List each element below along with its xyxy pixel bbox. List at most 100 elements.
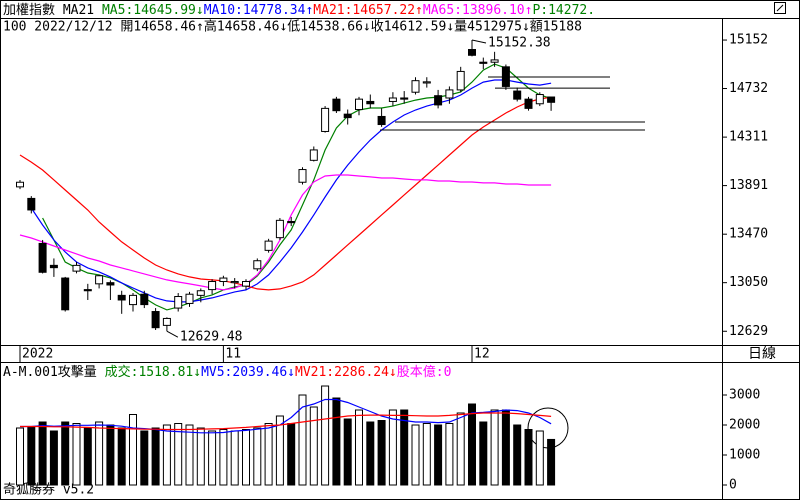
period-label[interactable]: 日線 — [748, 346, 776, 362]
candle-body — [434, 95, 443, 106]
volume-bar — [117, 427, 126, 486]
header-segment: 股本億:0 — [397, 364, 452, 380]
y-tick-label: 12629 — [729, 324, 768, 339]
volume-bar — [49, 430, 58, 486]
candle-body — [49, 264, 58, 269]
candle-body — [298, 169, 307, 183]
volume-bar — [140, 430, 149, 486]
candle-body — [106, 282, 115, 286]
candle-body — [388, 97, 397, 102]
volume-bar — [230, 430, 239, 486]
candle-body — [253, 260, 262, 270]
candle-body — [72, 264, 81, 272]
candle-body — [129, 294, 137, 306]
candle-body — [16, 181, 24, 188]
volume-bar — [321, 385, 330, 486]
annotation-leader — [471, 39, 487, 44]
volume-bar — [343, 418, 352, 486]
header-segment: 加權指數 MA21 — [3, 3, 102, 18]
y-tick-label: 13891 — [729, 178, 768, 193]
candle-body — [242, 281, 250, 287]
candle-body — [411, 80, 420, 93]
candle-body — [479, 61, 488, 64]
volume-bar — [196, 427, 205, 486]
volume-bar — [129, 414, 137, 486]
moving-average-line — [20, 398, 552, 434]
candle-body — [230, 281, 239, 284]
candle-body — [445, 89, 454, 99]
x-tick-label: 2022 — [22, 347, 53, 362]
header-segment: MA10:14778.34↑ — [204, 3, 314, 18]
window-button-icon — [776, 4, 784, 12]
y-tick-label: 13470 — [729, 227, 768, 242]
header-segment: MA21:14657.22↑ — [313, 3, 423, 18]
moving-average-line — [19, 174, 552, 291]
candle-body — [332, 98, 341, 112]
header-segment: MA65:13896.10↑ — [423, 3, 533, 18]
candle-body — [468, 49, 476, 56]
x-tick-label: 12 — [474, 347, 490, 362]
volume-bar — [16, 427, 24, 486]
candle-body — [140, 293, 149, 306]
volume-bar — [332, 397, 341, 486]
y-tick-label: 1000 — [729, 448, 760, 463]
volume-bar — [547, 438, 556, 486]
volume-bar — [38, 421, 47, 486]
volume-bar — [400, 409, 409, 486]
header: A-M.001攻擊量 成交:1518.81↓MV5:2039.46↓MV21:2… — [3, 364, 451, 380]
sub-header: 100 2022/12/12 開14658.46↑高14658.46↓低1453… — [3, 19, 582, 35]
volume-bar — [61, 421, 70, 486]
candle-body — [38, 242, 47, 273]
candle-body — [287, 220, 296, 224]
y-tick-label: 2000 — [729, 418, 760, 433]
candle-body — [355, 98, 363, 111]
candle-body — [208, 281, 217, 291]
candle-body — [343, 113, 352, 119]
x-tick-label: 11 — [225, 347, 241, 362]
candle-body — [95, 275, 104, 285]
candle-body — [456, 70, 465, 91]
volume-bar — [298, 394, 307, 486]
candle-body — [524, 98, 533, 109]
candle-body — [162, 317, 171, 326]
annotation-leader — [166, 330, 179, 338]
candle-body — [219, 277, 228, 283]
candle-body — [275, 219, 284, 239]
volume-bar — [355, 409, 363, 486]
high-annotation: 15152.38 — [488, 36, 551, 51]
candle-body — [501, 66, 510, 87]
candle-body — [321, 107, 330, 132]
volume-bar — [309, 406, 318, 486]
volume-bar — [513, 424, 522, 486]
volume-bar — [479, 421, 488, 486]
header: 加權指數 MA21 MA5:14645.99↓MA10:14778.34↑MA2… — [3, 3, 595, 18]
candle-body — [117, 294, 126, 301]
candle-body — [264, 240, 273, 251]
volume-bar — [208, 430, 217, 486]
y-tick-label: 13050 — [729, 275, 768, 290]
volume-bar — [287, 423, 296, 486]
volume-bar — [185, 424, 194, 486]
low-annotation: 12629.48 — [180, 330, 243, 345]
volume-bar — [377, 420, 386, 486]
footer: 奇狐勝券 v5.2 — [3, 482, 94, 498]
volume-bar — [445, 423, 454, 486]
volume-bar — [366, 421, 375, 486]
candle-body — [83, 289, 92, 292]
candle-body — [535, 94, 544, 105]
candle-body — [366, 100, 375, 105]
volume-bar — [106, 424, 115, 486]
volume-bar — [264, 423, 273, 486]
header-segment: P:14272. — [532, 3, 595, 18]
moving-average-line — [42, 63, 552, 311]
candle-body — [547, 96, 556, 103]
volume-bar — [174, 423, 183, 486]
volume-bar — [242, 429, 250, 486]
candle-body — [174, 296, 183, 309]
volume-bar — [524, 429, 533, 486]
candle-body — [490, 59, 499, 63]
volume-bar — [388, 409, 397, 486]
volume-bar — [468, 403, 476, 486]
volume-bar — [27, 426, 36, 486]
